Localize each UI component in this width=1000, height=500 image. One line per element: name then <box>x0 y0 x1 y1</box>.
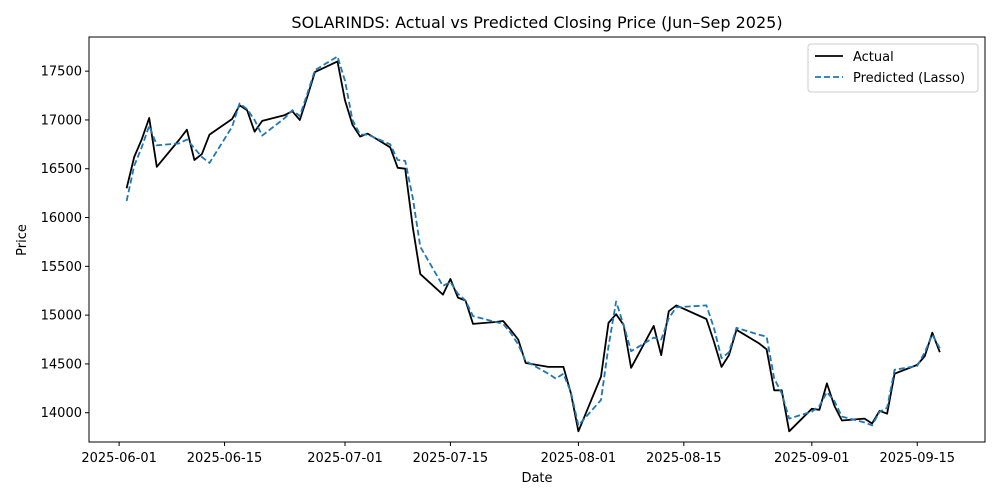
chart-title: SOLARINDS: Actual vs Predicted Closing P… <box>291 13 782 32</box>
x-tick-label: 2025-06-15 <box>187 451 263 466</box>
x-axis: 2025-06-01 2025-06-15 2025-07-01 2025-07-15… <box>81 442 955 466</box>
x-tick-label: 2025-07-01 <box>307 451 383 466</box>
legend-label-predicted: Predicted (Lasso) <box>853 71 965 86</box>
x-axis-title: Date <box>521 471 552 486</box>
y-tick-label: 14000 <box>41 406 82 421</box>
y-axis: 14000 14500 15000 15500 16000 16500 17000 17500 <box>41 65 89 421</box>
plot-area <box>125 55 941 433</box>
y-tick-label: 16500 <box>41 162 82 177</box>
y-tick-label: 16000 <box>41 211 82 226</box>
axes-frame <box>88 36 986 443</box>
legend-label-actual: Actual <box>853 50 894 65</box>
x-tick-label: 2025-09-15 <box>879 451 955 466</box>
y-tick-label: 17500 <box>41 65 82 80</box>
series-line-predicted <box>125 55 941 427</box>
y-tick-label: 17000 <box>41 113 82 128</box>
y-tick-label: 14500 <box>41 357 82 372</box>
legend: Actual Predicted (Lasso) <box>807 43 979 93</box>
x-tick-label: 2025-07-15 <box>413 451 489 466</box>
series-line-actual <box>125 60 941 433</box>
y-axis-title: Price <box>15 224 30 256</box>
x-tick-label: 2025-06-01 <box>81 451 157 466</box>
y-tick-label: 15000 <box>41 309 82 324</box>
legend-box <box>807 43 979 93</box>
x-tick-label: 2025-09-01 <box>774 451 850 466</box>
x-tick-label: 2025-08-01 <box>541 451 617 466</box>
x-tick-label: 2025-08-15 <box>646 451 722 466</box>
y-tick-label: 15500 <box>41 260 82 275</box>
